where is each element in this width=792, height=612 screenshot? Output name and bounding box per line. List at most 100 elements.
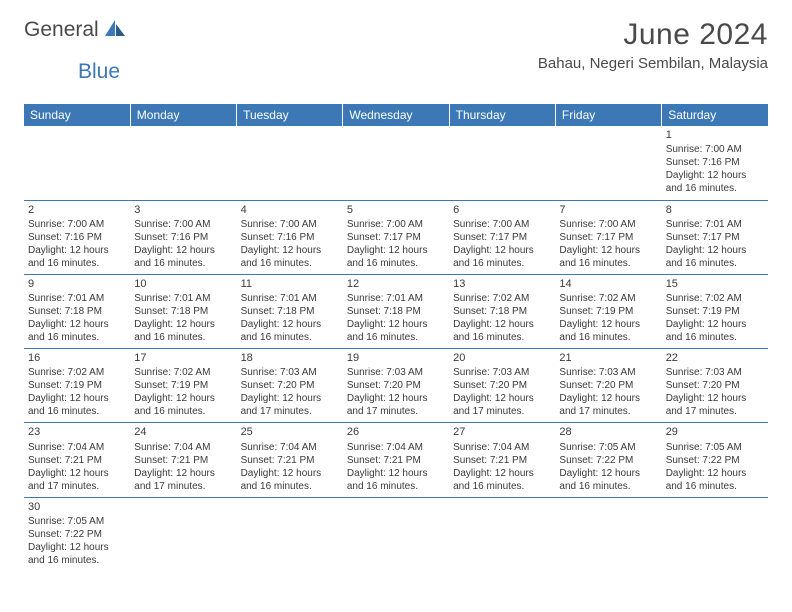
daylight-line: Daylight: 12 hours and 16 minutes.: [241, 244, 339, 270]
calendar-cell: 6Sunrise: 7:00 AMSunset: 7:17 PMDaylight…: [449, 200, 555, 274]
daylight-line: Daylight: 12 hours and 16 minutes.: [666, 169, 764, 195]
sunrise-line: Sunrise: 7:01 AM: [241, 292, 339, 305]
logo-text-blue: Blue: [78, 60, 120, 83]
sunrise-line: Sunrise: 7:01 AM: [134, 292, 232, 305]
sunrise-line: Sunrise: 7:05 AM: [666, 441, 764, 454]
daylight-line: Daylight: 12 hours and 16 minutes.: [559, 318, 657, 344]
daylight-line: Daylight: 12 hours and 16 minutes.: [347, 467, 445, 493]
dayhead-saturday: Saturday: [662, 104, 768, 126]
sunset-line: Sunset: 7:16 PM: [28, 231, 126, 244]
calendar-cell: 24Sunrise: 7:04 AMSunset: 7:21 PMDayligh…: [130, 423, 236, 497]
calendar-cell: [130, 126, 236, 200]
daylight-line: Daylight: 12 hours and 16 minutes.: [28, 392, 126, 418]
sunrise-line: Sunrise: 7:05 AM: [559, 441, 657, 454]
sunrise-line: Sunrise: 7:03 AM: [241, 366, 339, 379]
logo-text-general: General: [24, 18, 99, 42]
calendar-cell: [237, 126, 343, 200]
daylight-line: Daylight: 12 hours and 17 minutes.: [453, 392, 551, 418]
calendar-row: 23Sunrise: 7:04 AMSunset: 7:21 PMDayligh…: [24, 423, 768, 497]
daylight-line: Daylight: 12 hours and 16 minutes.: [241, 467, 339, 493]
calendar-table: SundayMondayTuesdayWednesdayThursdayFrid…: [24, 104, 768, 571]
daylight-line: Daylight: 12 hours and 16 minutes.: [134, 318, 232, 344]
daylight-line: Daylight: 12 hours and 16 minutes.: [559, 467, 657, 493]
daylight-line: Daylight: 12 hours and 16 minutes.: [453, 244, 551, 270]
day-number: 15: [666, 277, 764, 291]
sunrise-line: Sunrise: 7:00 AM: [666, 143, 764, 156]
calendar-cell: 28Sunrise: 7:05 AMSunset: 7:22 PMDayligh…: [555, 423, 661, 497]
sunset-line: Sunset: 7:22 PM: [28, 528, 126, 541]
calendar-cell: 14Sunrise: 7:02 AMSunset: 7:19 PMDayligh…: [555, 274, 661, 348]
sunset-line: Sunset: 7:17 PM: [453, 231, 551, 244]
calendar-cell: 5Sunrise: 7:00 AMSunset: 7:17 PMDaylight…: [343, 200, 449, 274]
day-number: 21: [559, 351, 657, 365]
daylight-line: Daylight: 12 hours and 17 minutes.: [347, 392, 445, 418]
daylight-line: Daylight: 12 hours and 16 minutes.: [666, 244, 764, 270]
dayhead-tuesday: Tuesday: [237, 104, 343, 126]
sunset-line: Sunset: 7:21 PM: [134, 454, 232, 467]
day-number: 16: [28, 351, 126, 365]
day-number: 5: [347, 203, 445, 217]
month-title: June 2024: [538, 18, 768, 52]
calendar-cell: 25Sunrise: 7:04 AMSunset: 7:21 PMDayligh…: [237, 423, 343, 497]
day-number: 12: [347, 277, 445, 291]
sunset-line: Sunset: 7:19 PM: [134, 379, 232, 392]
day-number: 6: [453, 203, 551, 217]
sunset-line: Sunset: 7:21 PM: [241, 454, 339, 467]
calendar-cell: 10Sunrise: 7:01 AMSunset: 7:18 PMDayligh…: [130, 274, 236, 348]
calendar-cell: 29 Sunrise: 7:05 AMSunset: 7:22 PMDayligh…: [662, 423, 768, 497]
calendar-cell: [449, 126, 555, 200]
daylight-line: Daylight: 12 hours and 16 minutes.: [666, 318, 764, 344]
sunrise-line: Sunrise: 7:02 AM: [666, 292, 764, 305]
daylight-line: Daylight: 12 hours and 16 minutes.: [28, 541, 126, 567]
daylight-line: Daylight: 12 hours and 17 minutes.: [666, 392, 764, 418]
daylight-line: Daylight: 12 hours and 16 minutes.: [28, 318, 126, 344]
sunrise-line: Sunrise: 7:01 AM: [666, 218, 764, 231]
calendar-cell: 15Sunrise: 7:02 AMSunset: 7:19 PMDayligh…: [662, 274, 768, 348]
calendar-head: SundayMondayTuesdayWednesdayThursdayFrid…: [24, 104, 768, 126]
calendar-cell: 7Sunrise: 7:00 AMSunset: 7:17 PMDaylight…: [555, 200, 661, 274]
day-number: 30: [28, 500, 126, 514]
calendar-row: 2Sunrise: 7:00 AMSunset: 7:16 PMDaylight…: [24, 200, 768, 274]
day-number: 9: [28, 277, 126, 291]
sunset-line: Sunset: 7:21 PM: [453, 454, 551, 467]
sunset-line: Sunset: 7:20 PM: [241, 379, 339, 392]
calendar-row: 30Sunrise: 7:05 AMSunset: 7:22 PMDayligh…: [24, 497, 768, 571]
sunrise-line: Sunrise: 7:02 AM: [453, 292, 551, 305]
sunset-line: Sunset: 7:18 PM: [241, 305, 339, 318]
logo: General: [24, 18, 129, 43]
sunrise-line: Sunrise: 7:00 AM: [241, 218, 339, 231]
daylight-line: Daylight: 12 hours and 16 minutes.: [28, 244, 126, 270]
day-number: 3: [134, 203, 232, 217]
calendar-cell: [237, 497, 343, 571]
sunset-line: Sunset: 7:16 PM: [134, 231, 232, 244]
day-number: 1: [666, 128, 764, 142]
dayhead-wednesday: Wednesday: [343, 104, 449, 126]
daylight-line: Daylight: 12 hours and 16 minutes.: [134, 244, 232, 270]
sunset-line: Sunset: 7:19 PM: [559, 305, 657, 318]
sunset-line: Sunset: 7:21 PM: [347, 454, 445, 467]
day-number: 18: [241, 351, 339, 365]
sunrise-line: Sunrise: 7:04 AM: [241, 441, 339, 454]
calendar-cell: 17Sunrise: 7:02 AMSunset: 7:19 PMDayligh…: [130, 349, 236, 423]
sunset-line: Sunset: 7:20 PM: [453, 379, 551, 392]
sunset-line: Sunset: 7:17 PM: [559, 231, 657, 244]
sunrise-line: Sunrise: 7:00 AM: [28, 218, 126, 231]
calendar-cell: 13Sunrise: 7:02 AMSunset: 7:18 PMDayligh…: [449, 274, 555, 348]
calendar-cell: 11Sunrise: 7:01 AMSunset: 7:18 PMDayligh…: [237, 274, 343, 348]
sunrise-line: Sunrise: 7:03 AM: [453, 366, 551, 379]
day-number: 22: [666, 351, 764, 365]
sunset-line: Sunset: 7:20 PM: [559, 379, 657, 392]
calendar-cell: 21Sunrise: 7:03 AMSunset: 7:20 PMDayligh…: [555, 349, 661, 423]
day-number: 29: [666, 425, 764, 439]
sunrise-line: Sunrise: 7:00 AM: [134, 218, 232, 231]
sunset-line: Sunset: 7:22 PM: [559, 454, 657, 467]
daylight-line: Daylight: 12 hours and 16 minutes.: [134, 392, 232, 418]
sunset-line: Sunset: 7:22 PM: [666, 454, 764, 467]
calendar-cell: [130, 497, 236, 571]
dayhead-monday: Monday: [130, 104, 236, 126]
calendar-cell: 8Sunrise: 7:01 AMSunset: 7:17 PMDaylight…: [662, 200, 768, 274]
day-number: 14: [559, 277, 657, 291]
sunset-line: Sunset: 7:18 PM: [347, 305, 445, 318]
daylight-line: Daylight: 12 hours and 16 minutes.: [666, 467, 764, 493]
calendar-cell: [555, 126, 661, 200]
